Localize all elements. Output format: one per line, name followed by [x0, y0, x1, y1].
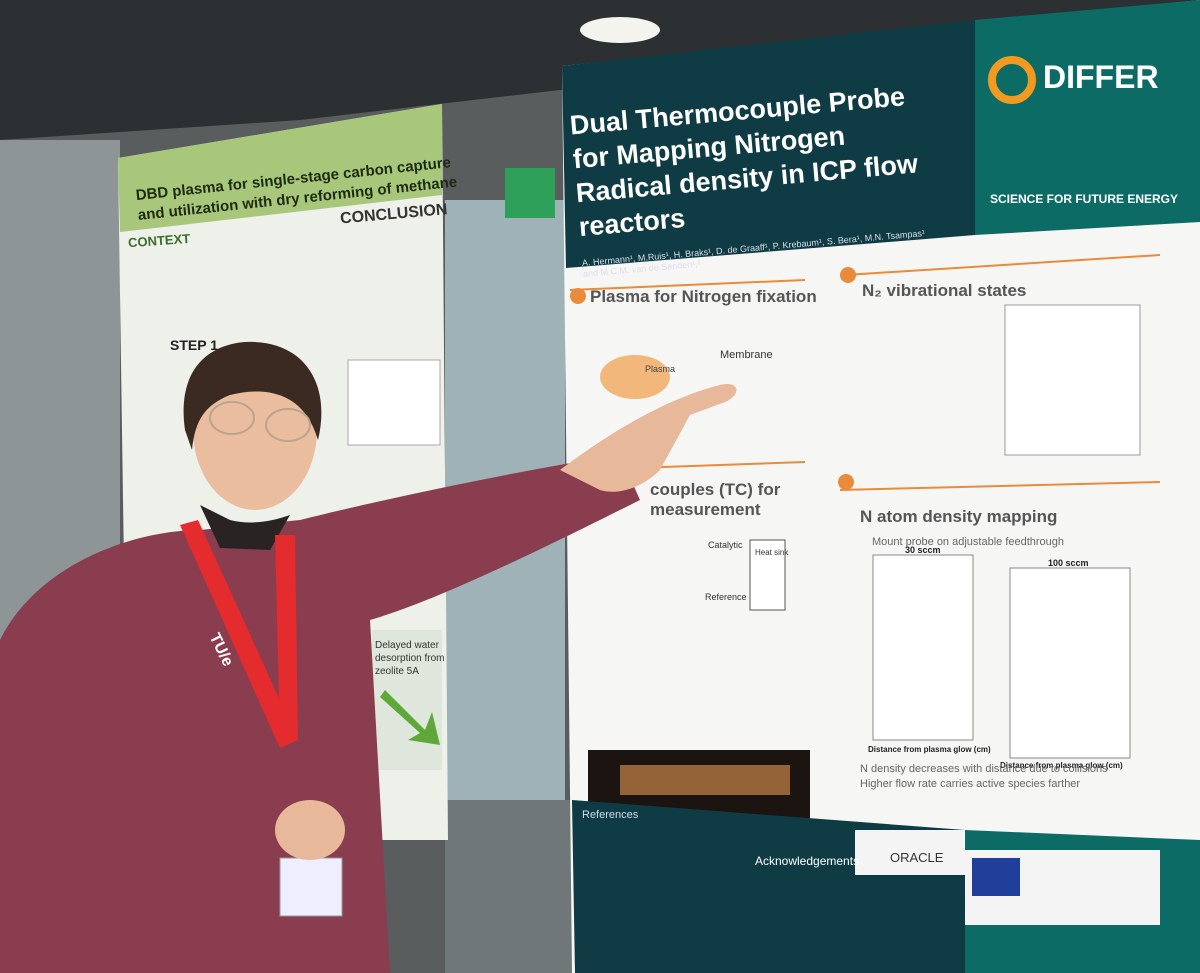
section-heading: CONTEXT [128, 231, 191, 250]
section-heading: N₂ vibrational states [862, 281, 1026, 300]
lanyard [275, 535, 298, 745]
glasses [209, 401, 255, 435]
sweater [0, 455, 640, 973]
footer-heading: References [582, 809, 639, 821]
diagram-label: Heat sink [755, 548, 789, 557]
hand [275, 800, 345, 860]
bullet-text: Mount probe on adjustable feedthrough [872, 536, 1064, 548]
arrow [380, 690, 440, 745]
diagram-label: Plasma [645, 364, 675, 374]
diagram-label: Reference [705, 592, 747, 602]
bullet-icon [570, 288, 586, 304]
note-text: zeolite 5A [375, 666, 419, 677]
plot [872, 554, 974, 741]
axis-label: Distance from plasma glow (cm) [1000, 761, 1123, 770]
chart-title: 30 sccm [905, 545, 941, 555]
divider [844, 254, 1161, 276]
section-heading: N atom density mapping [860, 507, 1057, 526]
bullet-icon [840, 267, 856, 283]
logo-panel [975, 0, 1200, 235]
heat-sink [749, 539, 786, 611]
bullet-text: Higher flow rate carries active species … [860, 778, 1080, 790]
logo: DIFFER [1043, 59, 1159, 95]
eu-flag [972, 858, 1020, 896]
collar [200, 505, 290, 550]
plot [1004, 304, 1141, 456]
left-poster-header [118, 104, 442, 232]
glasses [265, 408, 311, 442]
section-heading: STEP 1 [170, 337, 218, 353]
sponsor-box [855, 830, 965, 875]
logo-mark [988, 56, 1036, 104]
note-text: Delayed water [375, 640, 440, 651]
floor [445, 800, 585, 973]
ceiling-light [580, 17, 660, 43]
tagline: SCIENCE FOR FUTURE ENERGY [990, 192, 1178, 206]
axis-label: Distance from plasma glow (cm) [868, 745, 991, 754]
bullet-icon [838, 474, 854, 490]
sponsor: ORACLE [890, 850, 944, 865]
divider [569, 279, 806, 291]
section-heading: measurement [650, 500, 761, 519]
note-text: desorption from [375, 653, 444, 664]
footer-heading: Acknowledgements [755, 854, 859, 868]
plot [1009, 567, 1131, 759]
plot [347, 359, 441, 446]
right-poster-header [562, 20, 975, 268]
lanyard [180, 520, 298, 748]
bullet-text: N density decreases with distance due to… [860, 763, 1108, 775]
hand [560, 383, 737, 492]
glow [620, 765, 790, 795]
diagram-label: Catalytic [708, 540, 743, 550]
divider [839, 481, 1161, 491]
note-box [372, 630, 442, 770]
plasma-glow [600, 355, 670, 399]
section-heading: couples (TC) for [650, 480, 781, 499]
badge [279, 857, 343, 917]
chart-title: 100 sccm [1048, 558, 1089, 568]
diagram-label: Membrane [720, 349, 773, 361]
section-heading: Plasma for Nitrogen fixation [590, 287, 817, 306]
footer [572, 800, 965, 973]
hair [183, 341, 322, 450]
exit-sign [505, 168, 555, 218]
